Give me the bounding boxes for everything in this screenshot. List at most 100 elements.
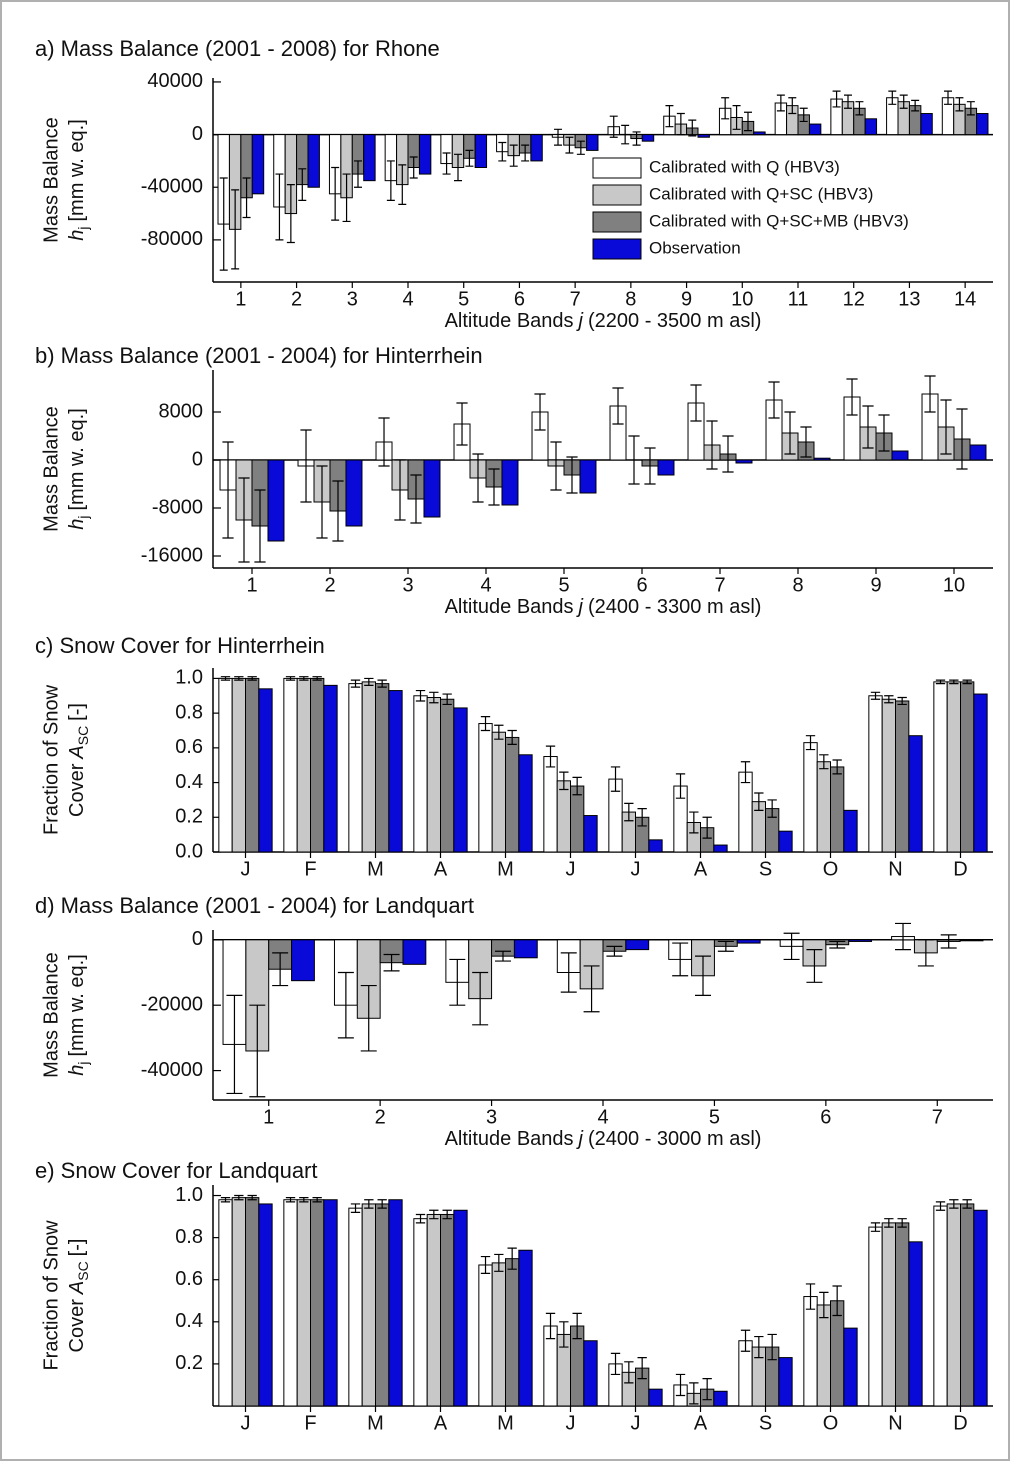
bar [570,785,585,853]
x-tick-label: 6 [636,574,647,596]
bar [291,939,315,982]
error-bar [377,1199,387,1209]
bar [816,1304,831,1407]
error-bar [231,189,240,270]
bar [960,681,975,853]
error-bar [247,1194,257,1201]
bar [738,771,753,853]
bar [296,677,311,853]
y-tick-label: 1.0 [175,1184,203,1206]
legend-swatch [592,157,642,179]
error-bar [559,1321,569,1348]
error-bar [732,105,741,130]
bar [426,697,441,853]
y-tick-label: 8000 [159,400,204,422]
error-bar [819,1291,829,1319]
error-bar [488,468,500,506]
error-bar [442,152,451,175]
error-bar [675,773,686,799]
label-part: Altitude Bands [445,1128,574,1150]
x-tick-label: F [304,858,316,880]
label-part: Altitude Bands [445,596,574,618]
bar [586,134,599,151]
error-bar [312,1197,322,1203]
error-bar [360,984,377,1052]
error-bar [637,1356,647,1380]
legend-label: Calibrated with Q (HBV3) [649,157,840,176]
bar [556,780,571,853]
x-tick-label: 6 [820,1106,831,1128]
bar [697,134,710,138]
error-bar [480,716,491,732]
y-tick-label: 0.4 [175,1310,203,1332]
error-bar [442,1209,452,1220]
y-axis-label: Cover ASC [-] [66,1239,90,1353]
error-bar [768,381,780,419]
error-bar [899,94,908,109]
x-tick-label: 8 [625,288,636,310]
error-bar [272,952,289,987]
y-tick-label: 0.6 [175,736,203,758]
bar [803,742,818,853]
x-tick-label: 13 [898,288,920,310]
label-part: (2400 - 3000 m asl) [588,1128,761,1150]
error-bar [878,414,890,452]
bar [478,1264,493,1407]
bar [388,690,403,853]
bar [310,677,325,853]
error-bar [870,691,881,700]
bar [501,459,519,506]
label-part: h [66,1065,88,1076]
x-tick-label: 6 [514,288,525,310]
bar [969,444,987,461]
x-tick-label: A [694,1412,708,1434]
error-bar [624,802,634,822]
error-bar [917,939,934,967]
error-bar [332,480,344,542]
y-tick-label: 0.0 [175,840,203,862]
x-axis-label: Altitude Bands j (2200 - 3500 m asl) [445,310,762,332]
error-bar [800,426,812,458]
bar [307,134,320,188]
x-tick-label: N [888,858,902,880]
bar [803,1296,818,1407]
label-part: h [66,230,88,241]
error-bar [220,1197,231,1203]
bar [453,1209,468,1407]
bar [245,1197,260,1407]
chart-title: a) Mass Balance (2001 - 2008) for Rhone [35,36,440,61]
y-tick-label: 0.2 [175,806,203,828]
x-tick-label: O [823,1412,839,1434]
error-bar [312,676,322,681]
bar [946,1203,961,1407]
y-axis-label: Mass Balance [40,117,62,243]
bar [843,809,858,853]
error-bar [610,766,621,792]
error-bar [429,1209,439,1220]
x-tick-label: S [759,1412,772,1434]
error-bar [855,101,864,116]
error-bar [494,950,511,962]
legend-swatch [592,211,642,233]
error-bar [743,111,752,132]
error-bar [610,1352,621,1376]
label-part: A [66,745,88,759]
x-tick-label: 5 [709,1106,720,1128]
error-bar [498,141,507,162]
error-bar [844,94,853,109]
error-bar [507,1247,517,1270]
error-bar [884,1218,894,1228]
bar [625,939,650,951]
error-bar [884,695,894,704]
bar [474,134,488,168]
bar [478,723,493,853]
chart-title: e) Snow Cover for Landquart [35,1158,318,1183]
error-bar [637,808,647,827]
bar [505,736,520,853]
bar [363,134,376,182]
bar [778,1357,793,1407]
x-tick-label: J [631,1412,641,1434]
error-bar [888,90,897,105]
error-bar [234,676,244,681]
bar [310,1199,325,1407]
